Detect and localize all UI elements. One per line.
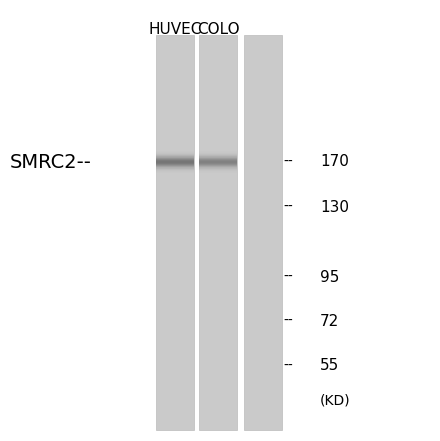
Bar [199, 35, 237, 430]
Bar [244, 35, 282, 430]
Bar [156, 35, 194, 430]
Bar [199, 170, 237, 171]
Text: --: -- [283, 359, 293, 373]
Text: 130: 130 [320, 199, 349, 214]
Text: --: -- [283, 200, 293, 214]
Bar [199, 153, 237, 154]
Bar [156, 157, 194, 158]
Text: HUVEC: HUVEC [148, 22, 202, 37]
Bar [199, 165, 237, 166]
Bar [156, 160, 194, 161]
Text: --: -- [283, 270, 293, 284]
Bar [156, 156, 194, 157]
Bar [156, 151, 194, 152]
Text: 170: 170 [320, 154, 349, 169]
Bar [199, 164, 237, 165]
Bar [199, 162, 237, 163]
Text: 72: 72 [320, 314, 339, 329]
Bar [156, 155, 194, 156]
Bar [156, 153, 194, 154]
Bar [156, 163, 194, 164]
Bar [156, 158, 194, 159]
Bar [199, 169, 237, 170]
Bar [156, 162, 194, 163]
Bar [156, 172, 194, 173]
Bar [156, 159, 194, 160]
Bar [199, 157, 237, 158]
Text: 95: 95 [320, 269, 339, 284]
Text: COLO: COLO [197, 22, 239, 37]
Bar [156, 152, 194, 153]
Bar [199, 163, 237, 164]
Bar [199, 158, 237, 159]
Bar [199, 154, 237, 155]
Bar [156, 169, 194, 170]
Bar [199, 171, 237, 172]
Bar [199, 160, 237, 161]
Bar [156, 171, 194, 172]
Text: 55: 55 [320, 359, 339, 374]
Text: --: -- [283, 314, 293, 328]
Bar [199, 166, 237, 167]
Bar [156, 154, 194, 155]
Bar [156, 167, 194, 168]
Bar [199, 155, 237, 156]
Bar [156, 164, 194, 165]
Bar [156, 166, 194, 167]
Bar [199, 159, 237, 160]
Bar [156, 165, 194, 166]
Text: SMRC2--: SMRC2-- [10, 153, 92, 172]
Bar [156, 161, 194, 162]
Text: --: -- [283, 155, 293, 169]
Bar [199, 156, 237, 157]
Bar [199, 167, 237, 168]
Text: (KD): (KD) [320, 393, 351, 407]
Bar [199, 172, 237, 173]
Bar [199, 151, 237, 152]
Bar [199, 168, 237, 169]
Bar [156, 170, 194, 171]
Bar [156, 168, 194, 169]
Bar [199, 152, 237, 153]
Bar [199, 161, 237, 162]
